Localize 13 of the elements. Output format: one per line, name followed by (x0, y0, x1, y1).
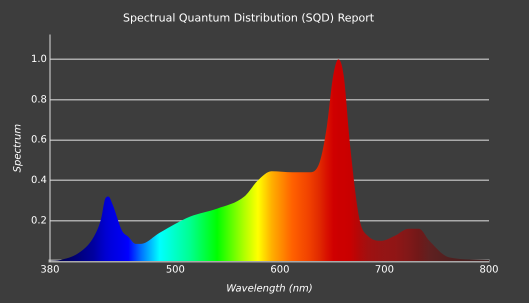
x-tick-label: 380 (40, 264, 60, 276)
y-tick-label: 0.8 (30, 94, 47, 106)
x-tick-label: 700 (374, 264, 394, 276)
chart-title: Spectrual Quantum Distribution (SQD) Report (122, 11, 375, 24)
x-tick-label: 500 (166, 264, 185, 276)
x-axis-title: Wavelength (nm) (226, 284, 313, 295)
y-tick-label: 0.2 (30, 215, 47, 226)
y-axis-title: Spectrum (12, 124, 24, 172)
y-tick-label: 0.4 (30, 174, 47, 186)
y-tick-label: 1.0 (30, 54, 47, 65)
x-tick-label: 800 (479, 264, 499, 276)
x-tick-label: 600 (270, 264, 290, 276)
y-tick-label: 0.6 (30, 134, 47, 146)
